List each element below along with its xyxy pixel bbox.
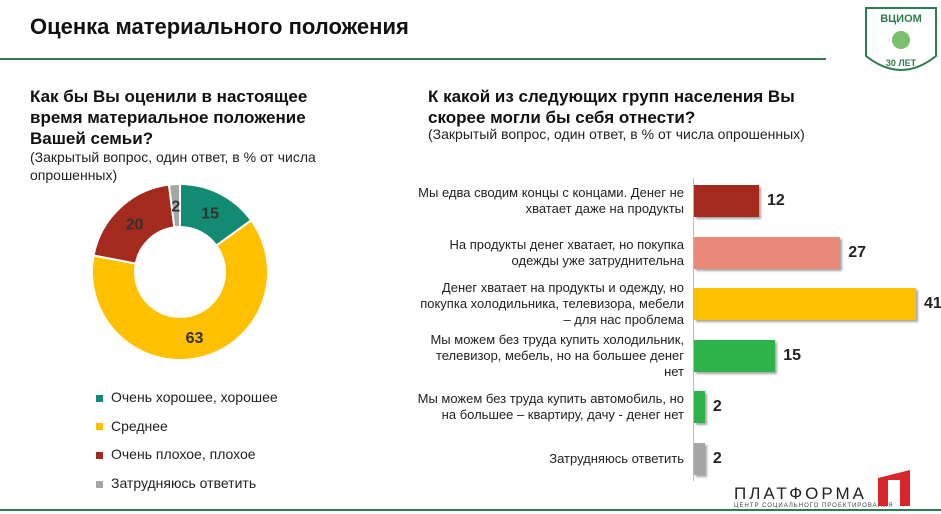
legend-label: Затрудняюсь ответить [111,475,257,492]
platform-logo: ПЛАТФОРМА [734,484,868,503]
data-label: 27 [848,243,866,261]
category-label: Денег хватает на продукты и одежду, но п… [420,280,684,328]
data-label: 15 [201,206,219,223]
logo-years: 30 ЛЕТ [886,58,917,68]
logo-shield [865,7,937,71]
legend-label: Очень хорошее, хорошее [111,389,278,405]
legend-swatch [96,452,103,460]
data-label: 20 [126,217,144,234]
data-label: 2 [171,199,180,216]
donut-chart: 15 63 20 2 [91,182,269,361]
axis-line [693,178,694,481]
header-rule [0,58,826,60]
category-label: На продукты денег хватает, но покупка од… [449,236,685,268]
data-label: 63 [186,330,204,347]
logo-tree [892,31,910,49]
bar [694,339,776,372]
bar [694,185,759,217]
vciom-logo: ВЦИОМ 30 ЛЕТ [865,7,937,71]
bar [694,288,916,321]
bar [694,236,841,269]
data-label: 2 [712,450,722,467]
donut-slice [167,182,181,229]
data-label: 2 [712,398,722,416]
legend-item: Затрудняюсь ответить [96,475,256,491]
bar [694,443,705,475]
category-label: Затрудняюсь ответить [549,451,684,466]
platform-icon [878,470,910,506]
chart-subtitle: (Закрытый вопрос, один ответ, в % от чис… [428,126,805,142]
legend-label: Очень плохое, плохое [111,446,256,463]
platform-subtitle: ЦЕНТР СОЦИАЛЬНОГО ПРОЕКТИРОВАНИЯ [734,503,894,509]
data-label: 41 [924,295,941,313]
chart-title: К какой из следующих групп населения Вы … [428,87,795,127]
legend-swatch [96,480,103,488]
legend-swatch [96,394,103,402]
logo-text: ВЦИОМ [880,13,922,25]
footer-rule [0,509,941,511]
legend-item: Среднее [96,418,168,434]
legend-swatch [96,423,103,431]
bar [694,391,705,424]
category-label: Мы можем без труда купить холодильник, т… [430,331,684,379]
legend-label: Среднее [111,417,168,434]
category-label: Мы можем без труда купить автомобиль, но… [417,391,684,423]
data-label: 12 [766,192,785,209]
chart-title: Как бы Вы оценили в настоящее время мате… [30,87,308,148]
category-label: Мы едва сводим концы с концами. Денег не… [418,185,684,216]
icon-shape [878,470,910,506]
legend-item: Очень хорошее, хорошее [96,389,278,405]
chart-subtitle: (Закрытый вопрос, один ответ, в % от чис… [30,149,316,183]
slide-title: Оценка материального положения [30,14,409,39]
donut-slice [91,218,269,361]
data-label: 15 [783,346,802,364]
legend-item: Очень плохое, плохое [96,446,256,462]
